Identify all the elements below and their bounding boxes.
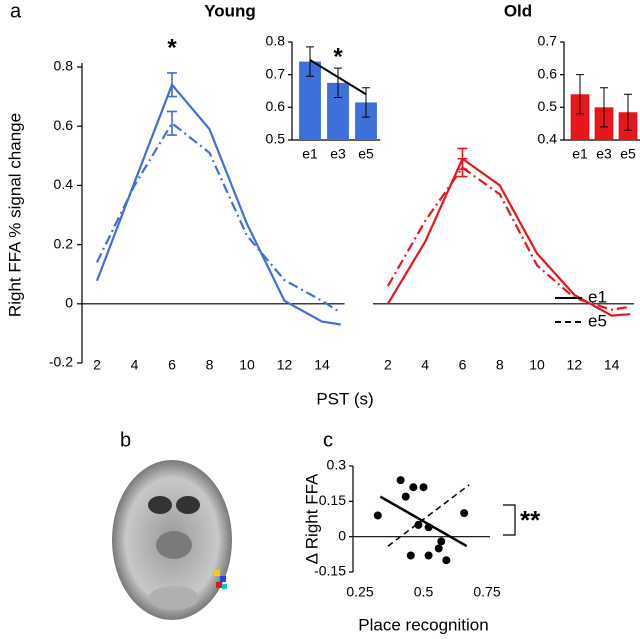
point: [401, 492, 410, 501]
y-tick-label: 0.2: [54, 235, 74, 251]
x-tick-label: 12: [567, 357, 583, 373]
point: [396, 476, 405, 485]
annotation: *: [167, 34, 177, 61]
x-tick-label: e3: [330, 146, 346, 162]
panel-label: c: [323, 429, 333, 451]
y-tick-label: 0: [65, 295, 73, 311]
x-tick-label: 0.5: [414, 584, 434, 600]
x-tick-label: 14: [604, 357, 620, 373]
y-tick-label: 0.6: [266, 98, 286, 114]
error-bar: [334, 67, 342, 99]
x-tick-label: 2: [93, 357, 101, 373]
panel-label: b: [120, 429, 131, 451]
x-tick-label: 10: [239, 357, 255, 373]
x-tick-label: 0.75: [473, 584, 500, 600]
y-tick-label: 0.5: [266, 131, 286, 147]
error-bar: [362, 87, 370, 118]
x-tick-label: e1: [302, 146, 318, 162]
y-axis-label: Right FFA % signal change: [5, 113, 24, 317]
data-line: [386, 166, 631, 311]
y-tick-label: 0.15: [319, 492, 346, 508]
x-axis-label: Place recognition: [358, 615, 488, 634]
x-tick-label: 8: [496, 357, 504, 373]
error-bar: [600, 87, 608, 128]
point: [424, 551, 433, 560]
x-tick-label: e3: [596, 146, 612, 162]
x-tick-label: 2: [384, 357, 392, 373]
point: [442, 556, 451, 565]
point: [419, 483, 428, 492]
y-tick-label: 0.6: [538, 65, 558, 81]
point: [373, 511, 382, 520]
point: [406, 551, 415, 560]
data-line: [386, 157, 631, 317]
fit-line: [387, 484, 470, 547]
bar: [327, 82, 349, 140]
error-bar: [167, 72, 177, 98]
x-axis-label: PST (s): [316, 389, 373, 408]
x-tick-label: 12: [277, 357, 293, 373]
chart-title: Old: [504, 1, 532, 20]
point: [414, 520, 423, 529]
x-tick-label: 6: [168, 357, 176, 373]
y-tick-label: 0.8: [54, 58, 74, 74]
legend-label: e5: [588, 311, 607, 330]
error-bar: [306, 46, 314, 77]
annotation: **: [520, 505, 541, 535]
y-axis-label: Δ Right FFA: [302, 473, 321, 564]
y-tick-label: 0.3: [327, 457, 347, 473]
x-tick-label: 8: [206, 357, 214, 373]
chart-title: Young: [204, 1, 256, 20]
y-tick-label: -0.2: [49, 354, 73, 370]
fit-line: [379, 495, 468, 548]
y-tick-label: -0.15: [314, 563, 346, 579]
error-bar: [576, 74, 584, 115]
x-tick-label: 10: [529, 357, 545, 373]
x-tick-label: 14: [314, 357, 330, 373]
data-line: [95, 82, 341, 326]
y-tick-label: 0.8: [266, 33, 286, 49]
point: [409, 483, 418, 492]
trend-line: [309, 59, 367, 96]
x-tick-label: 0.25: [346, 584, 373, 600]
x-tick-label: e5: [620, 146, 636, 162]
bar: [570, 94, 590, 140]
x-tick-label: 4: [421, 357, 429, 373]
brain-image: [112, 460, 232, 620]
panel-label: a: [10, 0, 22, 22]
bracket: [503, 504, 516, 536]
point: [460, 509, 469, 518]
x-tick-label: 4: [131, 357, 139, 373]
point: [434, 544, 443, 553]
bar: [355, 102, 377, 140]
y-tick-label: 0: [338, 527, 346, 543]
y-tick-label: 0.4: [54, 176, 74, 192]
legend-label: e1: [588, 287, 607, 306]
y-tick-label: 0.4: [538, 131, 558, 147]
x-tick-label: e5: [358, 146, 374, 162]
annotation: *: [333, 43, 343, 70]
error-bar: [624, 93, 632, 131]
error-bar: [167, 110, 177, 136]
error-bar: [457, 157, 468, 178]
y-tick-label: 0.7: [538, 33, 558, 49]
bar: [299, 61, 321, 140]
x-tick-label: 6: [459, 357, 467, 373]
y-tick-label: 0.7: [266, 65, 286, 81]
x-tick-label: e1: [572, 146, 588, 162]
point: [437, 537, 446, 546]
y-tick-label: 0.6: [54, 117, 74, 133]
y-tick-label: 0.5: [538, 98, 558, 114]
